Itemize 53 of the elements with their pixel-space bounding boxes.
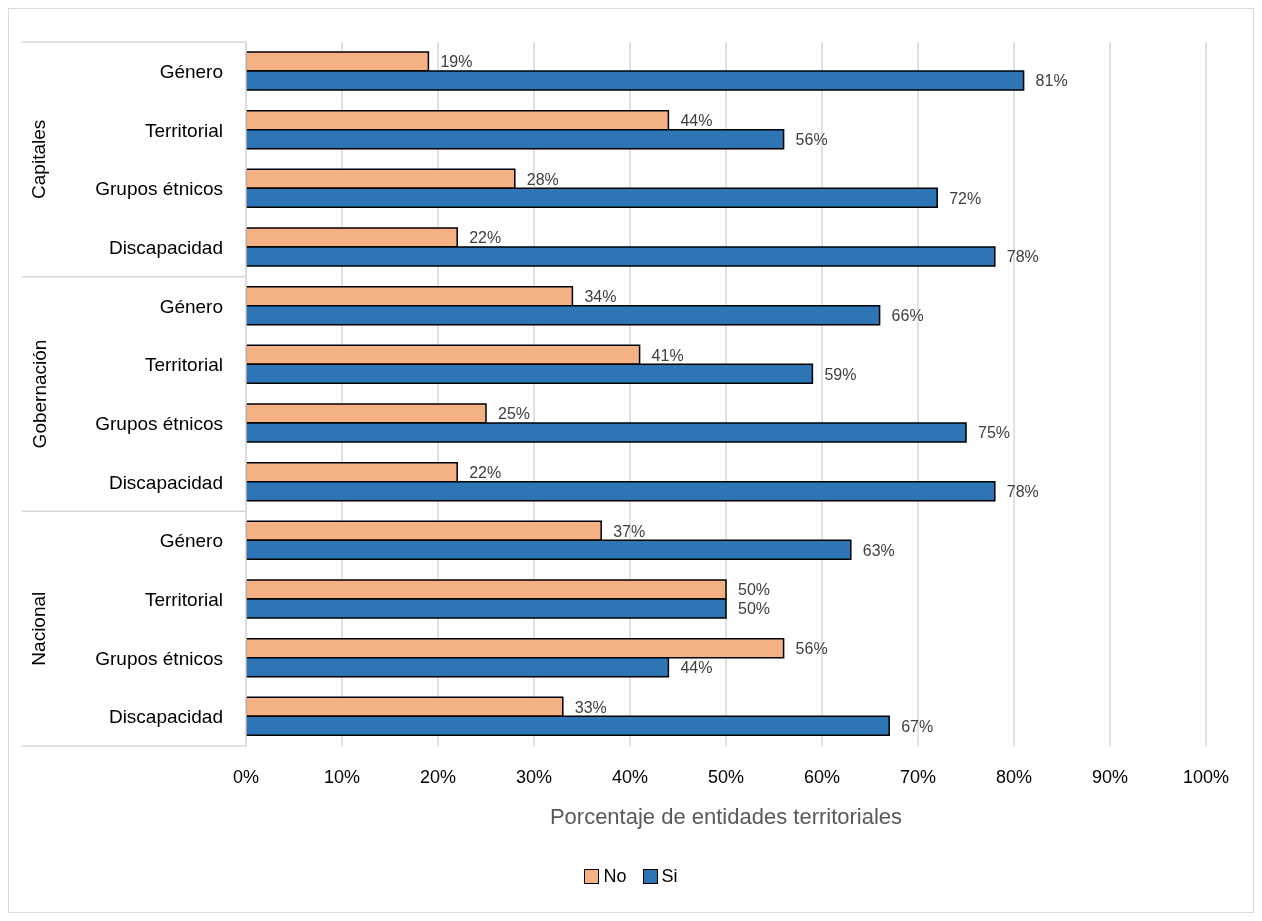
data-label: 19% — [440, 53, 473, 71]
data-label: 63% — [862, 541, 895, 559]
x-tick-label: 90% — [1091, 766, 1129, 787]
y-tick-label: Territorial — [144, 588, 223, 610]
data-label: 37% — [613, 522, 646, 540]
data-label: 44% — [680, 658, 713, 676]
data-label: 67% — [901, 717, 934, 735]
x-tick-label: 80% — [995, 766, 1033, 787]
y-tick-label: Grupos étnicos — [95, 178, 223, 200]
legend-label: No — [603, 866, 627, 887]
data-label: 33% — [574, 698, 607, 716]
text: Gobernación — [28, 339, 50, 449]
data-label: 56% — [795, 639, 828, 657]
data-label: 22% — [469, 229, 502, 247]
legend-label: Si — [661, 866, 678, 887]
x-tick-label: 100% — [1182, 766, 1230, 787]
data-label: 75% — [978, 424, 1011, 442]
data-label: 66% — [891, 306, 924, 324]
data-label: 25% — [498, 405, 531, 423]
data-label: 22% — [469, 463, 502, 481]
data-label: 78% — [1006, 248, 1039, 266]
x-tick-label: 0% — [232, 766, 260, 787]
data-label: 50% — [738, 600, 771, 618]
data-label: 78% — [1006, 482, 1039, 500]
data-label: 28% — [526, 170, 559, 188]
y-tick-label: Género — [159, 295, 223, 317]
x-tick-label: 50% — [707, 766, 745, 787]
data-label: 50% — [738, 581, 771, 599]
y-tick-label: Grupos étnicos — [95, 412, 223, 434]
x-tick-label: 30% — [515, 766, 553, 787]
x-tick-label: 20% — [419, 766, 457, 787]
y-tick-label: Género — [159, 60, 223, 82]
y-tick-label: Discapacidad — [108, 706, 223, 728]
x-tick-label: 70% — [899, 766, 937, 787]
data-label: 41% — [651, 346, 684, 364]
y-tick-label: Grupos étnicos — [95, 647, 223, 669]
y-tick-label: Territorial — [144, 119, 223, 141]
data-label: 44% — [680, 111, 713, 129]
x-tick-label: 10% — [323, 766, 361, 787]
data-label: 56% — [795, 130, 828, 148]
y-tick-label: Territorial — [144, 354, 223, 376]
x-axis-title: Porcentaje de entidades territoriales — [549, 804, 903, 829]
data-label: 72% — [949, 189, 982, 207]
x-tick-label: 40% — [611, 766, 649, 787]
y-tick-label: Discapacidad — [108, 236, 223, 258]
data-label: 34% — [584, 287, 617, 305]
x-tick-label: 60% — [803, 766, 841, 787]
data-label: 59% — [824, 365, 857, 383]
y-tick-label: Discapacidad — [108, 471, 223, 493]
y-tick-label: Género — [159, 530, 223, 552]
text: Capitales — [28, 119, 50, 199]
data-label: 81% — [1035, 72, 1068, 90]
text: Nacional — [28, 591, 50, 666]
